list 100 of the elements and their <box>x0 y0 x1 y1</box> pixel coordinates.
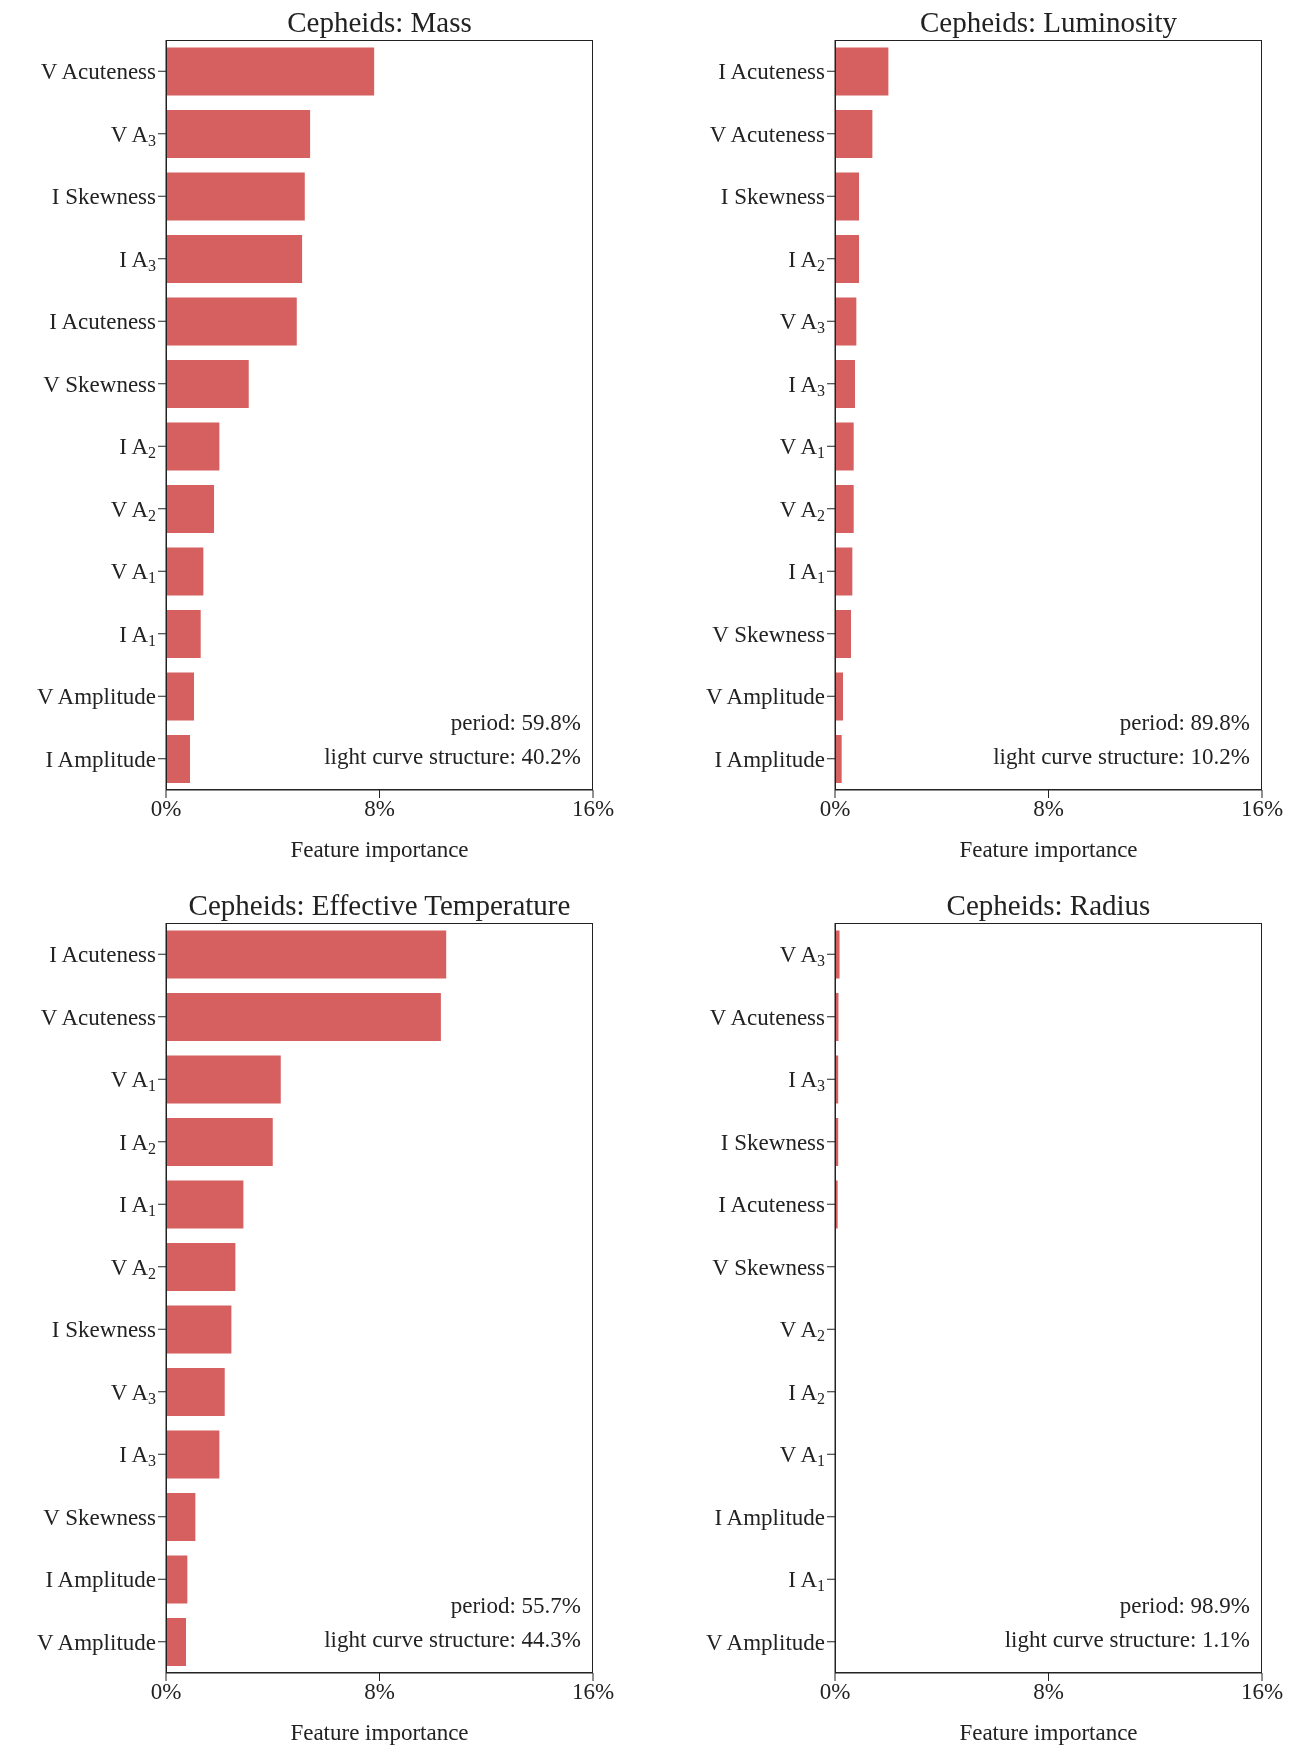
y-tick-label: V Amplitude <box>705 684 825 710</box>
bar <box>166 172 305 221</box>
y-tick-label: V Skewness <box>712 1254 826 1280</box>
chart-title: Cepheids: Effective Temperature <box>187 889 572 922</box>
y-tick-label: V A$_{1}$ <box>110 559 156 587</box>
y-tick-label: V Amplitude <box>36 1629 156 1655</box>
y-tick-label: V Amplitude <box>36 684 156 710</box>
y-tick-label: V A$_{2}$ <box>779 496 825 524</box>
x-tick-label: 16% <box>1240 796 1284 822</box>
y-tick-label: I A$_{1}$ <box>119 621 156 649</box>
y-tick-label: I A$_{3}$ <box>788 1067 825 1095</box>
bar <box>166 110 311 158</box>
x-tick-label: 8% <box>1033 1679 1064 1705</box>
y-tick-label: V Acuteness <box>709 121 826 147</box>
bar <box>835 297 857 346</box>
y-tick-label: I Skewness <box>720 1129 826 1155</box>
bar <box>835 422 854 471</box>
y-tick-label: I Acuteness <box>49 309 157 335</box>
y-tick-label: V Acuteness <box>709 1004 826 1030</box>
bar <box>835 547 853 596</box>
annotation: light curve structure: 10.2% <box>993 743 1250 771</box>
y-tick-label: V A$_{2}$ <box>110 1254 156 1282</box>
bar <box>166 1118 273 1166</box>
x-tick-label: 16% <box>571 796 615 822</box>
y-tick-label: I A$_{3}$ <box>119 246 156 274</box>
y-tick-label: I Acuteness <box>718 59 826 85</box>
annotation: period: 59.8% <box>449 709 581 737</box>
bar <box>166 235 303 283</box>
y-tick-label: I A$_{3}$ <box>119 1442 156 1470</box>
y-tick-label: I A$_{2}$ <box>788 246 825 274</box>
x-tick-label: 0% <box>819 796 851 822</box>
bar <box>166 1180 244 1229</box>
bar <box>166 1305 232 1354</box>
bar <box>166 610 201 658</box>
y-tick-label: I A$_{1}$ <box>788 1567 825 1595</box>
y-tick-label: I A$_{2}$ <box>119 1129 156 1157</box>
x-tick-label: 8% <box>364 796 395 822</box>
bar <box>166 1618 187 1666</box>
bar <box>166 1493 196 1541</box>
y-tick-label: I A$_{2}$ <box>119 434 156 462</box>
y-tick-label: V A$_{3}$ <box>779 309 825 337</box>
x-tick-label: 0% <box>150 796 182 822</box>
bar <box>166 993 441 1041</box>
bar <box>166 672 195 721</box>
y-tick-label: I Amplitude <box>45 1567 156 1593</box>
y-tick-label: I A$_{1}$ <box>119 1192 156 1220</box>
y-tick-label: I Acuteness <box>49 942 157 968</box>
bar <box>835 610 852 658</box>
y-tick-label: V Skewness <box>43 371 157 397</box>
y-tick-label: V A$_{1}$ <box>110 1067 156 1095</box>
y-tick-label: I Skewness <box>51 1317 157 1343</box>
x-axis-title: Feature importance <box>290 837 469 862</box>
bar <box>835 172 860 221</box>
y-tick-label: V Acuteness <box>40 59 157 85</box>
bar <box>166 735 191 783</box>
bar <box>835 360 856 408</box>
annotation: light curve structure: 1.1% <box>1004 1626 1250 1654</box>
y-tick-label: V A$_{3}$ <box>110 121 156 149</box>
y-tick-label: V A$_{1}$ <box>779 1442 825 1470</box>
y-tick-label: V A$_{2}$ <box>779 1317 825 1345</box>
x-axis-title: Feature importance <box>959 1720 1138 1745</box>
y-tick-label: I Amplitude <box>714 746 825 772</box>
y-tick-label: V A$_{3}$ <box>110 1379 156 1407</box>
bar <box>166 1430 220 1479</box>
bar <box>835 485 854 533</box>
x-tick-label: 0% <box>819 1679 851 1705</box>
x-axis-title: Feature importance <box>959 837 1138 862</box>
x-axis-title: Feature importance <box>290 1720 469 1745</box>
chart-title: Cepheids: Luminosity <box>919 6 1178 39</box>
bar <box>166 930 447 979</box>
bar <box>166 360 249 408</box>
bar <box>166 422 220 471</box>
bar <box>835 235 860 283</box>
y-tick-label: I Skewness <box>51 184 157 210</box>
bar <box>835 110 873 158</box>
y-tick-label: I Skewness <box>720 184 826 210</box>
chart-title: Cepheids: Mass <box>286 6 473 39</box>
y-tick-label: I A$_{3}$ <box>788 371 825 399</box>
y-tick-label: V Amplitude <box>705 1629 825 1655</box>
x-tick-label: 16% <box>571 1679 615 1705</box>
annotation: period: 98.9% <box>1118 1592 1250 1620</box>
y-tick-label: V A$_{3}$ <box>779 942 825 970</box>
y-tick-label: V Acuteness <box>40 1004 157 1030</box>
y-tick-label: V A$_{1}$ <box>779 434 825 462</box>
x-tick-label: 16% <box>1240 1679 1284 1705</box>
x-tick-label: 0% <box>150 1679 182 1705</box>
chart-title: Cepheids: Radius <box>945 889 1152 922</box>
bar <box>166 297 297 346</box>
y-tick-label: V A$_{2}$ <box>110 496 156 524</box>
bar <box>166 1368 225 1416</box>
bar <box>835 47 889 96</box>
bar <box>166 47 375 96</box>
y-tick-label: I Amplitude <box>714 1504 825 1530</box>
bar <box>835 735 842 783</box>
annotation: period: 55.7% <box>449 1592 581 1620</box>
y-tick-label: I A$_{1}$ <box>788 559 825 587</box>
y-tick-label: I Amplitude <box>45 746 156 772</box>
annotation: light curve structure: 44.3% <box>324 1626 581 1654</box>
bar <box>166 1555 188 1604</box>
bar <box>166 547 204 596</box>
